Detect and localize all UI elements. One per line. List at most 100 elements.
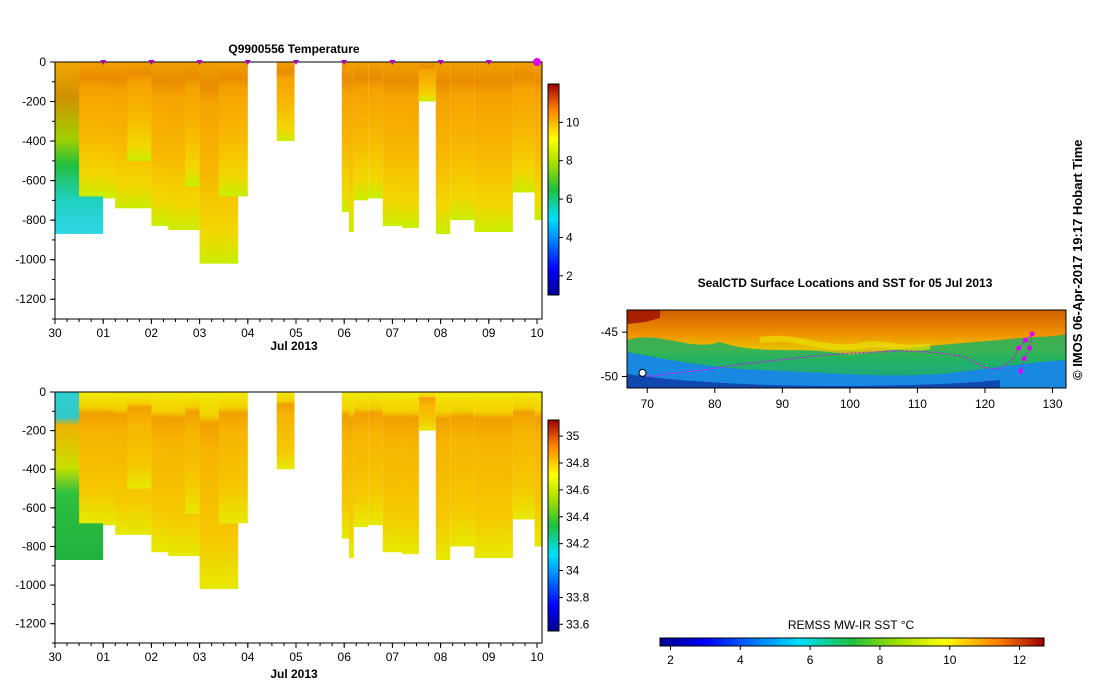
profile-column (534, 392, 542, 547)
seal-location (1027, 345, 1033, 351)
temperature-ytick-label: -600 (22, 174, 46, 188)
sst-coldest-water (627, 374, 1000, 388)
salinity-xtick-label: 09 (482, 650, 496, 664)
sst-colorbar-tick-label: 8 (877, 653, 884, 667)
salinity-xtick-label: 03 (193, 650, 207, 664)
salinity-xtick-label: 30 (48, 650, 62, 664)
sst-warm-patch (627, 310, 660, 324)
seal-location (1029, 331, 1035, 337)
sst-colorbar-label: REMSS MW-IR SST °C (788, 618, 915, 632)
profile-column (402, 392, 419, 555)
salinity-colorbar-tick-label: 33.8 (566, 590, 590, 604)
seal-location (1021, 356, 1027, 362)
salinity-axes: 0 -200 -400 -600 -800 -1000 -1200 30 01 02 03 04 05 0… (15, 385, 544, 664)
temperature-xtick-label: 01 (97, 326, 111, 340)
profile-column (418, 392, 436, 431)
sst-map-panel: SealCTD Surface Locations and SST for 05… (601, 276, 1067, 667)
profile-marker (485, 60, 492, 65)
salinity-xtick-label: 04 (241, 650, 255, 664)
sst-map-frame (626, 309, 1067, 389)
sst-map-title: SealCTD Surface Locations and SST for 05… (698, 276, 993, 290)
temperature-xtick-label: 07 (386, 326, 400, 340)
salinity-plot-frame (54, 391, 543, 644)
temperature-ytick-label: -1000 (15, 253, 46, 267)
temperature-colorbar-tick-label: 8 (566, 154, 573, 168)
seal-location (1022, 337, 1028, 343)
profile-column (474, 392, 513, 559)
salinity-xlabel: Jul 2013 (270, 667, 318, 681)
profile-column (382, 62, 403, 227)
salinity-colorbar-tick-label: 34.6 (566, 483, 590, 497)
temperature-ytick-label: -800 (22, 213, 46, 227)
salinity-colorbar-tick-label: 34.2 (566, 537, 590, 551)
profile-column (474, 62, 513, 233)
sst-ytick-label: -50 (601, 369, 619, 383)
salinity-xtick-label: 05 (289, 650, 303, 664)
salinity-colorbar-tick-label: 35 (566, 429, 580, 443)
sst-colorbar-tick-label: 2 (667, 653, 674, 667)
temperature-profile-columns (55, 62, 542, 264)
temperature-xtick-label: 03 (193, 326, 207, 340)
salinity-ytick-label: 0 (39, 385, 46, 399)
salinity-xtick-label: 07 (386, 650, 400, 664)
latest-profile-marker (533, 58, 541, 66)
temperature-title: Q9900556 Temperature (228, 42, 360, 56)
profile-marker (293, 60, 299, 65)
profile-marker (100, 60, 107, 65)
profile-column (218, 392, 248, 524)
profile-column (349, 392, 354, 559)
profile-column (349, 62, 354, 233)
profile-marker (341, 60, 348, 65)
salinity-ytick-label: -400 (22, 462, 46, 476)
sst-colorbar-ticks: 2 4 6 8 10 12 (667, 646, 1027, 667)
seal-location (1016, 345, 1022, 351)
profile-marker (389, 60, 396, 65)
salinity-xtick-label: 10 (530, 650, 544, 664)
seal-location (1018, 368, 1024, 374)
temperature-xtick-label: 08 (434, 326, 448, 340)
temperature-plot-frame (54, 61, 543, 320)
profile-column (368, 392, 383, 526)
profile-column (512, 392, 535, 520)
salinity-colorbar-tick-label: 34.8 (566, 456, 590, 470)
profile-marker (148, 60, 155, 65)
profile-column (450, 392, 475, 547)
salinity-ytick-label: -800 (22, 539, 46, 553)
temperature-xtick-label: 05 (289, 326, 303, 340)
sst-xtick-label: 130 (1042, 397, 1062, 411)
sst-xtick-label: 80 (708, 397, 722, 411)
temperature-xtick-label: 30 (48, 326, 62, 340)
profile-column (402, 62, 419, 229)
temperature-colorbar-tick-label: 4 (566, 230, 573, 244)
track-start-marker (638, 368, 647, 377)
salinity-panel: 0 -200 -400 -600 -800 -1000 -1200 30 01 02 03 04 05 0… (15, 385, 589, 681)
salinity-ytick-label: -200 (22, 424, 46, 438)
seal-track (638, 331, 1035, 378)
salinity-colorbar-tick-label: 34.4 (566, 510, 590, 524)
salinity-colorbar-tick-label: 34 (566, 564, 580, 578)
sst-colorbar-tick-label: 12 (1013, 653, 1027, 667)
profile-column (353, 62, 369, 201)
sst-front-yellow (759, 335, 931, 351)
temperature-xtick-label: 10 (530, 326, 544, 340)
sst-xtick-label: 110 (908, 397, 927, 411)
profile-column (435, 62, 451, 234)
temperature-ytick-label: -200 (22, 95, 46, 109)
profile-markers (100, 58, 541, 66)
temperature-colorbar-tick-label: 2 (566, 269, 573, 283)
temperature-panel: Q9900556 Temperature 0 -200 -400 -600 -800 -1… (15, 42, 579, 353)
sst-cold-water (627, 352, 1066, 388)
sst-xtick-label: 70 (641, 397, 655, 411)
temperature-colorbar-ticks: 2 4 6 8 10 (559, 115, 580, 283)
salinity-profile-columns (55, 392, 542, 589)
temperature-colorbar (547, 83, 560, 296)
sst-colorbar-tick-label: 6 (807, 653, 814, 667)
temperature-axes: 0 -200 -400 -600 -800 -1000 -1200 30 01 02 03 04 05 0… (15, 55, 544, 340)
profile-column (418, 62, 436, 102)
profile-marker (437, 60, 444, 65)
temperature-colorbar-tick-label: 6 (566, 192, 573, 206)
sst-xtick-label: 120 (975, 397, 995, 411)
sst-ytick-label: -45 (601, 325, 619, 339)
sst-colorbar (659, 637, 1045, 647)
temperature-ytick-label: -1200 (15, 292, 46, 306)
